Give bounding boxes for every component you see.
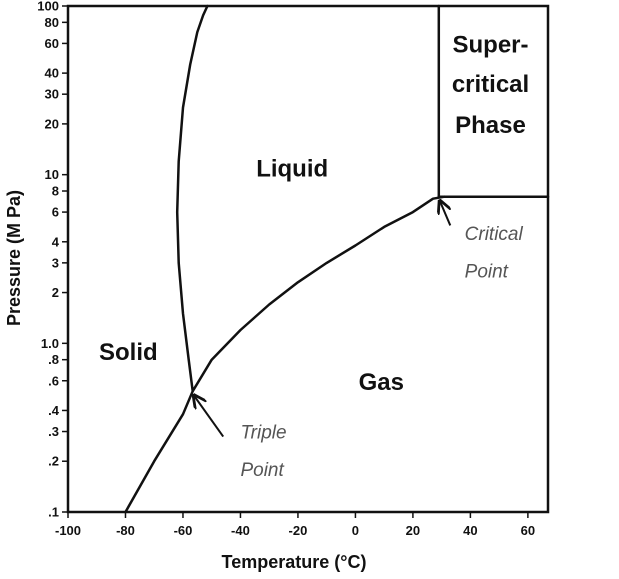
y-tick-label: .1 (48, 505, 59, 520)
supercritical-label: critical (452, 71, 529, 98)
region-layer: Solid Liquid Gas Super-critical Phase (99, 31, 529, 395)
x-tick-label: 40 (463, 523, 477, 538)
critical-point-arrow (440, 201, 452, 226)
x-tick-label: 60 (521, 523, 535, 538)
y-tick-label: 20 (45, 116, 59, 131)
liquid-label: Liquid (256, 156, 328, 183)
series-layer (124, 4, 550, 514)
plot-frame (66, 4, 550, 514)
vaporization-curve-line (124, 195, 446, 514)
y-tick-label: .3 (48, 424, 59, 439)
y-tick-label: 60 (45, 36, 59, 51)
y-tick-label: 40 (45, 66, 59, 81)
y-tick-label: 80 (45, 15, 59, 30)
x-tick-label: -60 (174, 523, 193, 538)
y-tick-label: 8 (52, 184, 59, 199)
x-tick-label: -100 (55, 523, 81, 538)
y-tick-label: .6 (48, 373, 59, 388)
x-tick-label: -40 (231, 523, 250, 538)
melting-curve-line (175, 4, 209, 393)
supercritical-label: Phase (455, 112, 526, 139)
x-tick-label: -80 (116, 523, 135, 538)
y-tick-label: 2 (52, 285, 59, 300)
x-axis-label: Temperature (°C) (222, 552, 367, 572)
y-tick-label: 30 (45, 87, 59, 102)
y-tick-label: 100 (37, 0, 59, 14)
y-tick-label: 6 (52, 205, 59, 220)
critical-point-label: Point (465, 262, 509, 283)
triple-point-label: Point (240, 460, 284, 481)
triple-point-arrow (194, 395, 225, 438)
supercritical-label: Super- (453, 31, 529, 58)
triple-point-label: Triple (240, 423, 286, 444)
y-tick-label: 1.0 (41, 336, 59, 351)
x-tick-label: 0 (352, 523, 359, 538)
y-tick-label: 4 (52, 234, 60, 249)
y-tick-label: .2 (48, 454, 59, 469)
gas-label: Gas (359, 369, 404, 396)
y-axis-label: Pressure (M Pa) (4, 190, 24, 326)
critical-point-label: Critical (465, 224, 524, 245)
x-tick-label: -20 (289, 523, 308, 538)
y-tick-label: .8 (48, 352, 59, 367)
y-tick-label: 10 (45, 167, 59, 182)
solid-label: Solid (99, 339, 158, 366)
y-tick-label: 3 (52, 255, 59, 270)
y-tick-label: .4 (48, 403, 60, 418)
annotation-layer: Critical Point Triple Point (194, 201, 524, 481)
x-tick-label: 20 (406, 523, 420, 538)
